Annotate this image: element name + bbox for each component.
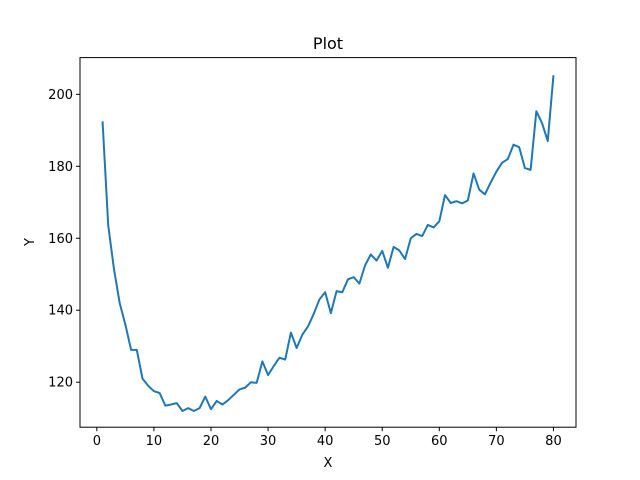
x-tick-label: 60 bbox=[431, 434, 448, 449]
x-axis-label: X bbox=[324, 456, 333, 471]
x-axis: 0 10 20 30 40 50 60 70 80 bbox=[93, 427, 562, 449]
y-axis-label: Y bbox=[23, 238, 38, 247]
y-axis: 120 140 160 180 200 bbox=[48, 88, 80, 391]
chart-title: Plot bbox=[313, 34, 343, 53]
y-tick-label: 140 bbox=[48, 304, 73, 319]
x-tick-label: 10 bbox=[146, 434, 163, 449]
plot-area bbox=[103, 75, 554, 411]
x-tick-label: 20 bbox=[203, 434, 220, 449]
x-tick-label: 50 bbox=[374, 434, 391, 449]
y-tick-label: 200 bbox=[48, 88, 73, 103]
y-tick-label: 160 bbox=[48, 232, 73, 247]
x-tick-label: 0 bbox=[93, 434, 101, 449]
x-tick-label: 80 bbox=[545, 434, 562, 449]
y-tick-label: 180 bbox=[48, 160, 73, 175]
x-tick-label: 70 bbox=[488, 434, 505, 449]
x-tick-label: 40 bbox=[317, 434, 334, 449]
y-tick-label: 120 bbox=[48, 376, 73, 391]
axes-frame bbox=[80, 58, 576, 428]
series-line-0 bbox=[103, 75, 554, 411]
x-tick-label: 30 bbox=[260, 434, 277, 449]
